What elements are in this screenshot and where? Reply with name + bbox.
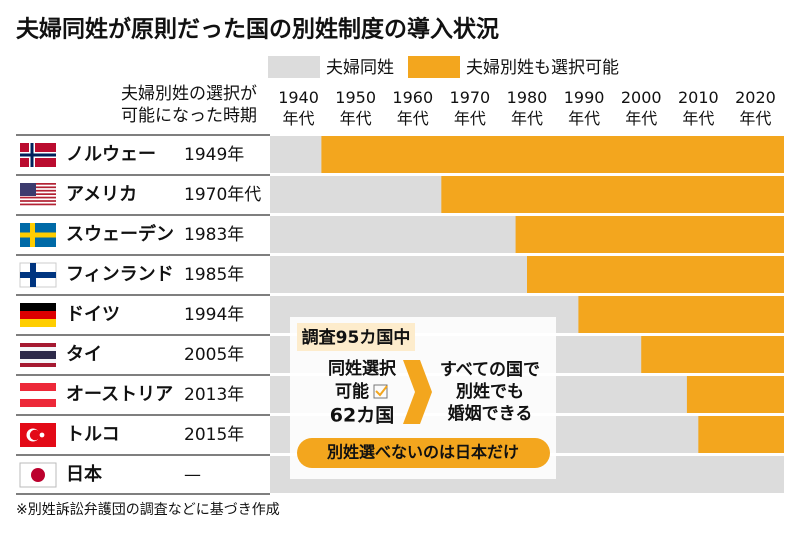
x-tick-label: 2020 年代 <box>735 88 776 128</box>
x-tick-label: 2010 年代 <box>678 88 719 128</box>
flag-icon <box>20 223 56 247</box>
checkmark <box>375 385 388 397</box>
legend-label: 夫婦同姓 <box>326 58 394 78</box>
annotation-text: すべての国で <box>440 360 540 380</box>
annotation-text: 婚姻できる <box>448 403 533 424</box>
category-label: アメリカ <box>66 184 137 205</box>
arrow <box>403 360 432 424</box>
flag-icon <box>20 183 56 206</box>
annotation-text: 別姓でも <box>455 381 524 402</box>
flag <box>19 462 57 488</box>
value-label: 1985年 <box>184 265 244 285</box>
value-label: 2013年 <box>184 385 244 405</box>
category-label: 日本 <box>66 463 102 485</box>
flag <box>30 143 34 167</box>
annotation-header-bg <box>297 323 415 351</box>
x-tick-label: 1970 年代 <box>450 88 491 128</box>
value-label: — <box>184 465 201 485</box>
flag <box>20 193 56 195</box>
value-label: 2015年 <box>184 425 244 445</box>
flag <box>20 391 56 399</box>
flag <box>30 263 36 287</box>
category-label: タイ <box>66 344 102 365</box>
flag-icon <box>19 462 57 488</box>
flag-icon <box>20 343 56 367</box>
flag <box>31 468 45 482</box>
flag <box>20 311 56 319</box>
row-header: 可能になった時期 <box>121 106 257 126</box>
annotation-text: 同姓選択 <box>328 358 397 379</box>
bar <box>686 376 784 413</box>
flag <box>20 186 56 189</box>
x-tick-label: 1980 年代 <box>507 88 548 128</box>
flag <box>20 189 56 192</box>
flag-icon <box>20 303 56 327</box>
flag <box>20 183 36 196</box>
checkbox <box>373 384 388 399</box>
flag <box>39 432 45 438</box>
value-label: 2005年 <box>184 345 244 365</box>
bar <box>698 416 784 453</box>
flag <box>20 183 56 185</box>
x-tick-label: 1960 年代 <box>392 88 433 128</box>
flag-icon <box>20 143 56 167</box>
annotation-banner-text: 別姓選べないのは日本だけ <box>327 443 519 462</box>
annotation-header: 調査95カ国中 <box>302 327 411 348</box>
flag <box>29 429 41 441</box>
flag <box>20 272 56 278</box>
flag <box>20 319 56 327</box>
value-label: 1983年 <box>184 225 244 245</box>
bar <box>578 296 784 333</box>
category-label: スウェーデン <box>66 223 174 245</box>
flag <box>20 351 56 359</box>
category-label: トルコ <box>66 424 120 445</box>
category-label: フィンランド <box>66 264 174 285</box>
annotation-text: 可能 <box>335 381 369 402</box>
flag-icon <box>20 383 56 407</box>
category-label: オーストリア <box>66 384 173 405</box>
x-tick-label: 1950 年代 <box>335 88 376 128</box>
bar <box>527 256 784 293</box>
value-label: 1949年 <box>184 145 244 165</box>
legend-label: 夫婦別姓も選択可能 <box>466 58 619 78</box>
footnote: ※別姓訴訟弁護団の調査などに基づき作成 <box>16 501 280 518</box>
bar <box>321 136 784 173</box>
flag <box>20 232 56 238</box>
annotation-count: 62カ国 <box>330 405 394 427</box>
flag <box>20 196 56 199</box>
legend-swatch <box>408 56 460 78</box>
flag <box>20 203 56 206</box>
flag-icon <box>20 423 56 447</box>
row-header: 夫婦別姓の選択が <box>121 84 257 104</box>
flag <box>20 153 56 157</box>
bar <box>441 176 784 213</box>
value-label: 1994年 <box>184 305 244 325</box>
bar <box>515 216 784 253</box>
flag <box>20 200 56 202</box>
annotation-banner <box>297 438 550 468</box>
legend-swatch <box>268 56 320 78</box>
flag <box>30 223 35 247</box>
value-label: 1970年代 <box>184 185 261 205</box>
category-label: ノルウェー <box>66 144 156 165</box>
x-tick-label: 2000 年代 <box>621 88 662 128</box>
flag <box>20 303 56 311</box>
bar <box>641 336 784 373</box>
flag-icon <box>19 262 57 288</box>
chart-title: 夫婦同姓が原則だった国の別姓制度の導入状況 <box>16 16 499 43</box>
x-tick-label: 1990 年代 <box>564 88 605 128</box>
category-label: ドイツ <box>66 304 120 325</box>
x-tick-label: 1940 年代 <box>278 88 319 128</box>
